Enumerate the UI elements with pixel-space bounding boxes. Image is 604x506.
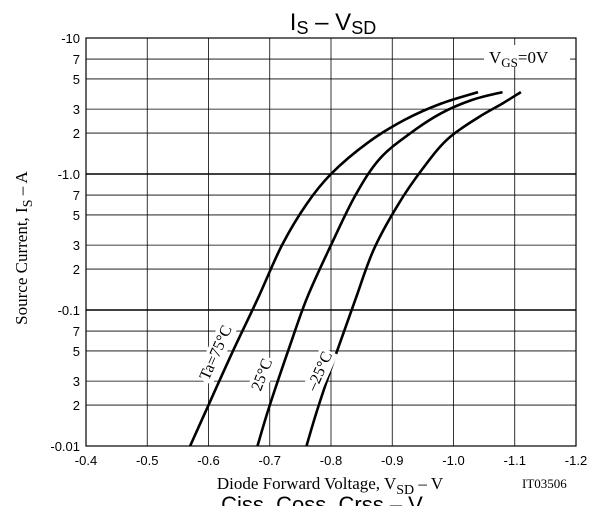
y-tick-label: -0.1 — [58, 303, 80, 318]
y-tick-label: 7 — [73, 188, 80, 203]
y-tick-label: 5 — [73, 208, 80, 223]
footer-partial-title: Ciss, Coss, Crss – V — [221, 492, 423, 506]
series-curve — [188, 90, 479, 447]
x-tick-label: -0.6 — [197, 453, 219, 468]
y-tick-label: 7 — [73, 324, 80, 339]
series-label: –25°C — [301, 346, 338, 397]
series-label-bg — [301, 346, 338, 397]
x-tick-label: -0.7 — [259, 453, 281, 468]
x-tick-label: -0.9 — [381, 453, 403, 468]
y-tick-label: 3 — [73, 238, 80, 253]
y-tick-label: 7 — [73, 52, 80, 67]
chart-title: IS – VSD — [290, 9, 376, 38]
y-tick-label: 2 — [73, 126, 80, 141]
grid — [86, 38, 576, 446]
x-tick-label: -0.5 — [136, 453, 158, 468]
plot-frame — [85, 37, 577, 447]
y-tick-label: 2 — [73, 398, 80, 413]
y-tick-label: -0.01 — [50, 439, 80, 454]
x-axis-label: Diode Forward Voltage, VSD – V — [217, 474, 444, 498]
series-label: 25°C — [246, 354, 278, 396]
x-tick-label: -1.2 — [565, 453, 587, 468]
series-label-bg — [246, 354, 278, 396]
y-tick-label: 3 — [73, 374, 80, 389]
y-tick-label: -1.0 — [58, 167, 80, 182]
y-tick-label: 5 — [73, 344, 80, 359]
series-curve — [256, 90, 503, 447]
x-tick-label: -1.0 — [442, 453, 464, 468]
y-tick-label: -10 — [61, 31, 80, 46]
x-tick-label: -0.8 — [320, 453, 342, 468]
figure-code: IT03506 — [522, 476, 567, 491]
series-label-bg — [194, 320, 238, 385]
y-tick-label: 2 — [73, 262, 80, 277]
x-tick-label: -1.1 — [504, 453, 526, 468]
x-tick-label: -0.4 — [75, 453, 97, 468]
annotation-bg — [484, 45, 570, 67]
vgs-annotation: VGS=0V — [489, 48, 549, 70]
y-tick-label: 5 — [73, 72, 80, 87]
tick-labels: -0.4 -0.5 -0.6 -0.7 -0.8 -0.9 -1.0 -1.1 -1.2 -0.0… — [50, 31, 587, 468]
y-tick-label: 3 — [73, 102, 80, 117]
y-axis-label: Source Current, IS – A — [12, 170, 36, 324]
